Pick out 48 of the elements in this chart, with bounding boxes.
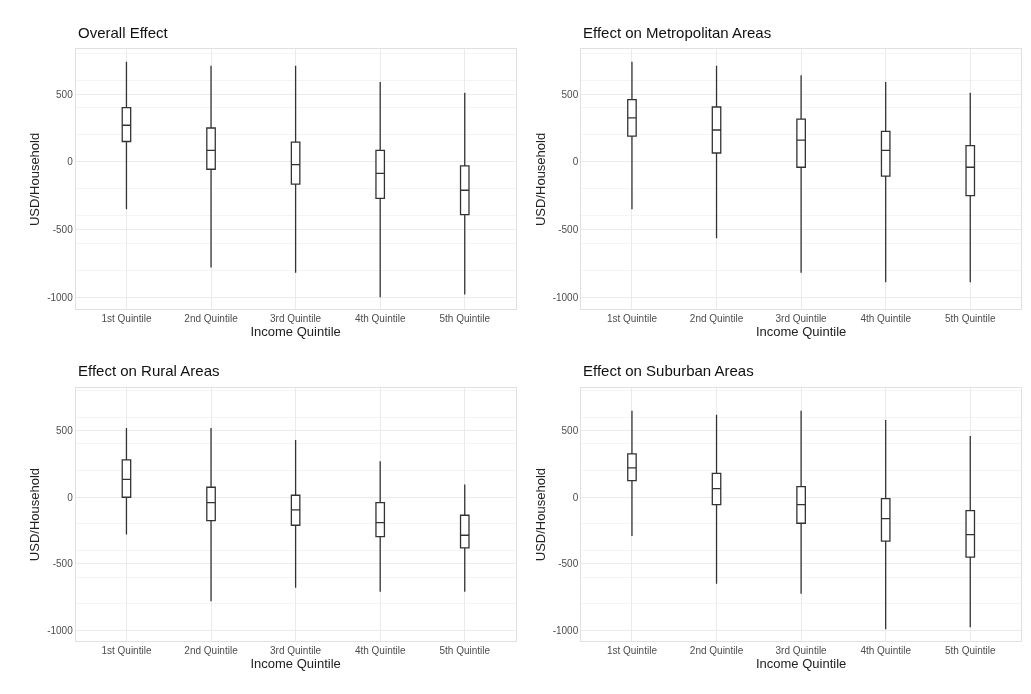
y-tick-label: 500 [56,425,74,437]
x-axis-title: Income Quintile [250,656,341,672]
x-axis-title: Income Quintile [250,324,341,340]
y-tick-label: 0 [67,156,74,168]
y-tick-label: 0 [572,491,579,503]
y-tick-label: -500 [558,558,579,570]
x-tick-label: 4th Quintile [860,313,912,325]
x-tick-label: 5th Quintile [439,645,491,657]
x-tick-label: 5th Quintile [439,313,491,325]
x-tick-label: 2nd Quintile [184,645,239,657]
x-tick-label: 4th Quintile [354,313,406,325]
x-tick-label: 1st Quintile [606,645,658,657]
x-tick-label: 5th Quintile [944,645,996,657]
x-axis-title: Income Quintile [755,656,847,672]
y-axis-title: USD/Household [532,132,548,227]
x-tick-label: 3rd Quintile [775,645,828,657]
y-tick-label: 500 [561,88,579,100]
y-tick-label: -1000 [47,624,74,636]
x-tick-label: 1st Quintile [101,313,152,325]
chart-title: Effect on Suburban Areas [583,362,754,379]
y-tick-label: 500 [561,425,579,437]
x-tick-label: 1st Quintile [101,645,152,657]
y-tick-label: -1000 [552,291,579,303]
y-tick-label: -500 [558,224,579,236]
chart-title: Overall Effect [78,24,169,41]
y-tick-label: 0 [67,491,74,503]
x-tick-label: 5th Quintile [944,313,996,325]
x-tick-label: 1st Quintile [606,313,658,325]
x-axis-title: Income Quintile [755,324,847,340]
x-tick-label: 4th Quintile [354,645,406,657]
y-tick-label: -1000 [47,291,74,303]
y-tick-label: 0 [572,156,579,168]
chart-title: Effect on Rural Areas [78,362,220,379]
x-tick-label: 2nd Quintile [689,313,744,325]
y-tick-label: -500 [52,558,74,570]
y-axis-title: USD/Household [27,132,43,227]
y-tick-label: -1000 [552,624,579,636]
x-tick-label: 2nd Quintile [689,645,744,657]
x-tick-label: 3rd Quintile [270,645,322,657]
chart-title: Effect on Metropolitan Areas [583,24,772,41]
x-tick-label: 3rd Quintile [775,313,828,325]
y-tick-label: 500 [56,88,74,100]
y-axis-title: USD/Household [27,467,43,562]
y-tick-label: -500 [52,224,74,236]
x-tick-label: 2nd Quintile [184,313,239,325]
x-tick-label: 4th Quintile [860,645,912,657]
x-tick-label: 3rd Quintile [270,313,322,325]
y-axis-title: USD/Household [532,467,548,562]
